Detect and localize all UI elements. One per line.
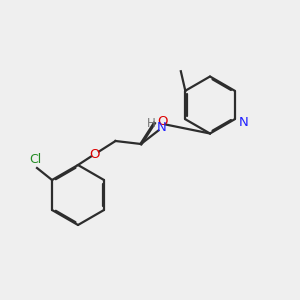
Text: O: O — [89, 148, 100, 161]
Text: H: H — [147, 117, 156, 130]
Text: N: N — [238, 116, 248, 129]
Text: Cl: Cl — [29, 153, 42, 166]
Text: O: O — [157, 115, 167, 128]
Text: N: N — [157, 121, 167, 134]
